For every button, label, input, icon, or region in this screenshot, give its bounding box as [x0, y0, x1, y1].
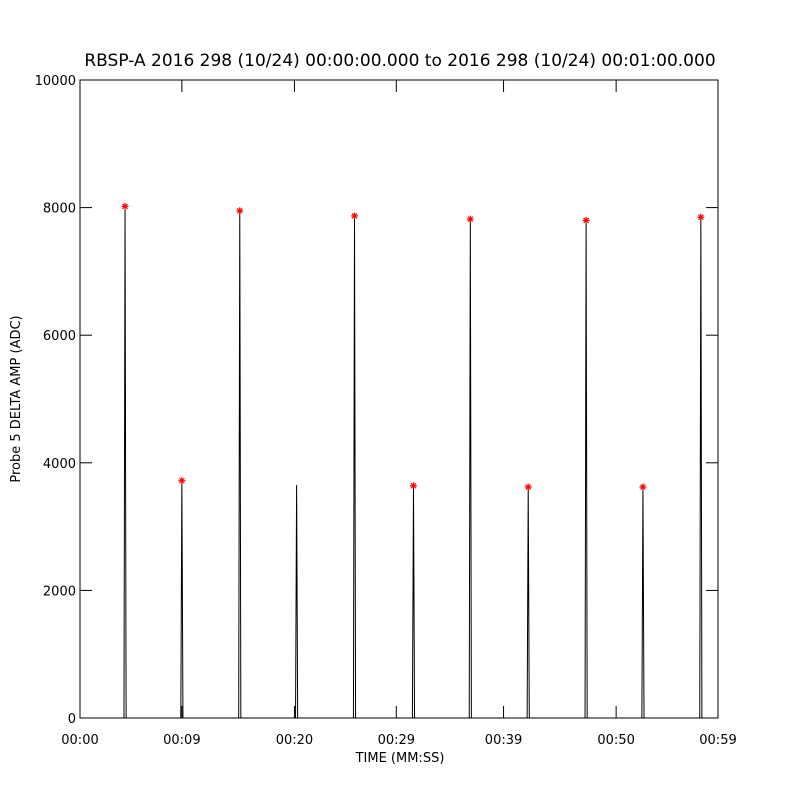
x-tick-label: 00:29	[378, 733, 415, 748]
peak-marker	[524, 483, 532, 491]
x-tick-label: 00:00	[61, 733, 98, 748]
star-stroke	[410, 482, 417, 489]
star-stroke	[583, 217, 589, 224]
y-tick-label: 6000	[43, 329, 76, 344]
peak-marker	[409, 482, 417, 490]
y-tick-label: 8000	[43, 202, 76, 217]
y-tick-label: 10000	[35, 74, 76, 89]
star-stroke	[467, 216, 474, 222]
peak-marker	[582, 216, 590, 224]
x-tick-label: 00:39	[485, 733, 522, 748]
peak-marker	[236, 207, 244, 215]
x-tick-label: 00:50	[597, 733, 634, 748]
x-tick-label: 00:59	[699, 733, 736, 748]
y-axis-label: Probe 5 DELTA AMP (ADC)	[9, 315, 24, 482]
x-tick-label: 00:20	[276, 733, 313, 748]
peak-marker	[639, 483, 647, 491]
star-stroke	[351, 213, 358, 219]
star-stroke	[697, 214, 704, 221]
plot-frame	[79, 79, 719, 719]
star-stroke	[122, 203, 128, 210]
x-axis-label: TIME (MM:SS)	[355, 751, 445, 766]
y-tick-label: 2000	[43, 584, 76, 599]
peak-marker	[178, 477, 186, 485]
peak-marker	[351, 212, 359, 220]
y-tick-label: 0	[68, 712, 76, 727]
chart-title: RBSP-A 2016 298 (10/24) 00:00:00.000 to …	[84, 51, 715, 71]
star-stroke	[525, 484, 532, 490]
peak-marker	[121, 202, 129, 210]
x-tick-label: 00:09	[163, 733, 200, 748]
star-stroke	[640, 484, 646, 490]
trace-line	[123, 206, 703, 719]
y-tick-label: 4000	[43, 457, 76, 472]
peak-marker	[466, 215, 474, 223]
peak-marker	[697, 213, 705, 221]
star-stroke	[236, 207, 243, 214]
star-stroke	[178, 477, 185, 484]
